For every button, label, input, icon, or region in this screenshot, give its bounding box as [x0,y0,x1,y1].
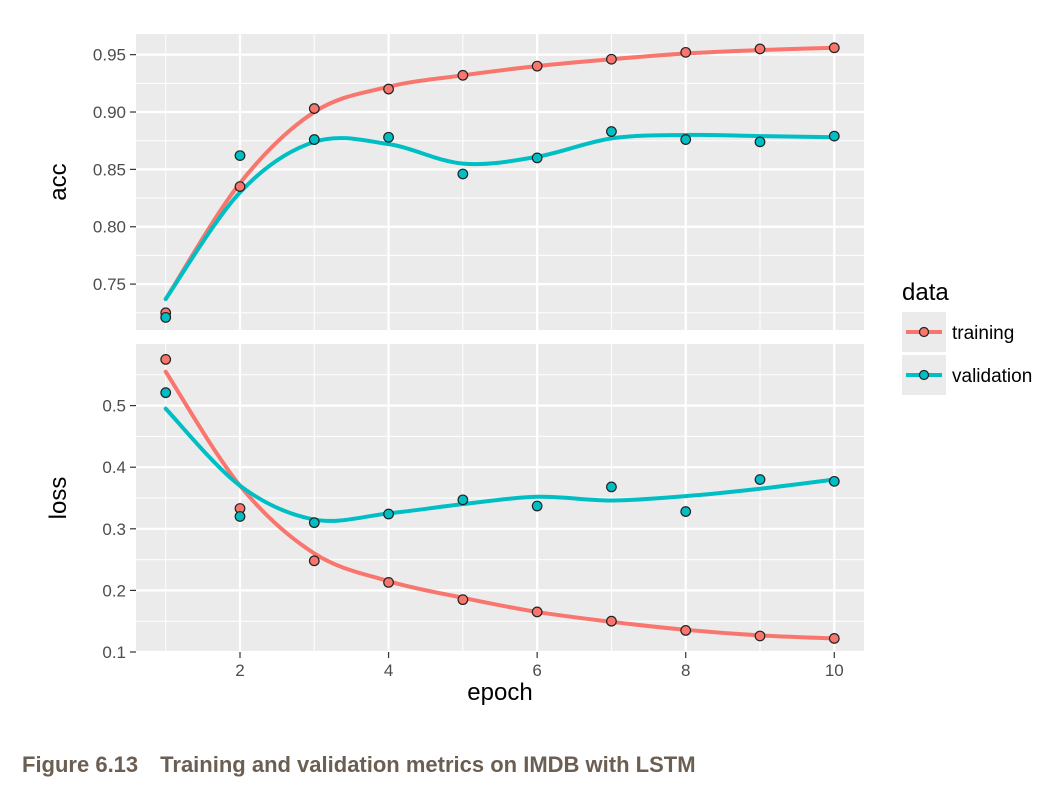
data-point-training [828,42,840,54]
data-point-validation [531,500,543,512]
y-tick-label: 0.95 [93,46,126,65]
data-point-validation [308,134,320,145]
y-axis-title-acc: acc [45,163,72,200]
data-point-training [457,594,469,606]
panel-acc: 0.75 0.80 0.85 0.90 0.95 acc [45,34,864,330]
data-point-training [531,606,543,618]
data-point-validation [680,134,692,145]
data-point-validation [457,494,469,506]
panel-background [136,34,864,330]
panels-layer: 0.75 0.80 0.85 0.90 0.95 acc 0.1 0.2 0.3 0.4 0.5 lo… [45,34,864,680]
data-point-training [383,576,394,588]
data-point-validation [160,311,172,323]
data-point-training [531,60,543,72]
data-point-training [754,630,766,642]
panel-loss: 0.1 0.2 0.3 0.4 0.5 loss [45,344,864,662]
y-tick-label: 0.1 [102,643,126,662]
data-point-training [680,625,692,636]
data-point-validation [754,474,766,485]
data-point-validation [606,481,617,493]
data-point-training [160,354,172,365]
x-tick-label: 8 [681,661,690,680]
data-point-validation [754,136,766,148]
data-point-validation [828,130,840,142]
data-point-validation [606,126,617,137]
data-point-training [308,555,320,567]
x-tick-label: 6 [532,661,541,680]
figure-number: Figure 6.13 [22,752,139,777]
y-tick-label: 0.85 [93,160,126,179]
y-tick-label: 0.75 [93,275,126,294]
legend: data training validation [902,279,1032,395]
x-tick-label: 4 [384,661,393,680]
figure-caption: Figure 6.13 Training and validation metri… [22,752,696,778]
metrics-chart: 0.75 0.80 0.85 0.90 0.95 acc 0.1 0.2 0.3 0.4 0.5 lo… [45,34,1032,706]
y-tick-label: 0.2 [102,581,126,600]
series-line-validation [163,406,837,523]
y-tick-label: 0.90 [93,103,126,122]
series-line-validation [163,132,837,302]
x-axis-title: epoch [467,679,532,706]
data-point-validation [383,131,394,143]
data-point-validation [308,517,320,529]
series-line-training [163,369,837,641]
y-tick-label: 0.80 [93,218,126,237]
y-tick-label: 0.5 [102,397,126,416]
legend-key-training-point [918,326,930,338]
data-point-validation [234,150,246,162]
data-point-training [308,103,320,114]
data-point-training [754,43,766,55]
legend-key-validation-point [918,369,930,381]
data-point-validation [160,387,172,399]
y-tick-label: 0.3 [102,520,126,539]
data-point-training [457,69,469,81]
data-point-validation [457,168,469,180]
data-point-validation [234,511,246,522]
legend-label-validation: validation [952,366,1032,387]
data-point-training [828,633,840,644]
data-point-training [606,53,617,65]
data-point-training [680,46,692,58]
data-point-training [234,181,246,192]
data-point-training [606,615,617,627]
x-tick-label: 10 [825,661,844,680]
data-point-validation [828,475,840,487]
data-point-training [383,83,394,95]
y-axis-title-loss: loss [45,477,72,520]
legend-label-training: training [952,323,1014,344]
y-tick-label: 0.4 [102,458,126,477]
legend-title: data [902,279,949,306]
data-point-validation [680,506,692,517]
figure-caption-text: Training and validation metrics on IMDB … [160,752,696,777]
series-line-training [163,45,837,302]
data-point-validation [383,508,394,520]
data-point-validation [531,152,543,164]
x-tick-label: 2 [235,661,244,680]
